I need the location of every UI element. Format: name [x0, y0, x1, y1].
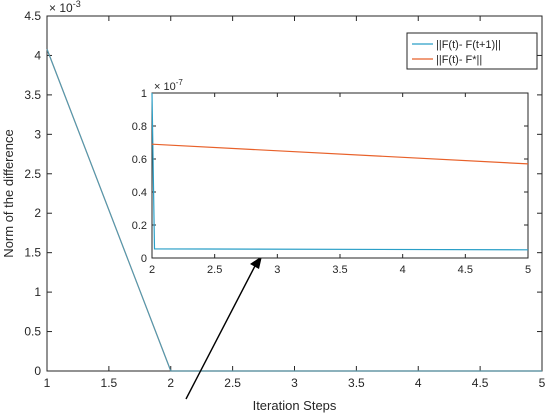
arrow-shaft — [185, 263, 257, 400]
y-tick-label: 2 — [34, 206, 41, 220]
x-tick-label: 5 — [539, 376, 546, 390]
arrow-head — [250, 256, 262, 269]
x-tick-label: 3 — [291, 376, 298, 390]
inset-y-tick-label: 0.8 — [132, 121, 147, 133]
y-tick-label: 0 — [34, 364, 41, 378]
x-tick-label: 3.5 — [348, 376, 365, 390]
y-tick-label: 4.5 — [24, 9, 41, 23]
inset-y-tick-label: 0.6 — [132, 154, 147, 166]
y-tick-label: 3 — [34, 127, 41, 141]
series-line — [46, 48, 542, 372]
inset-series-line — [151, 92, 529, 251]
x-tick-label: 2 — [167, 376, 174, 390]
inset-x-tick-label: 3 — [274, 264, 280, 276]
x-tick-label: 4.5 — [472, 376, 489, 390]
x-tick-label: 4 — [415, 376, 422, 390]
inset-x-tick-label: 5 — [525, 264, 531, 276]
x-axis-title: Iteration Steps — [253, 398, 337, 413]
y-tick-label: 2.5 — [24, 167, 41, 181]
inset-y-tick-label: 0 — [141, 253, 147, 265]
inset-x-tick-label: 2 — [149, 264, 155, 276]
x-tick-label: 1 — [44, 376, 51, 390]
legend-label: ||F(t)- F*|| — [436, 54, 482, 66]
y-exponent: -3 — [73, 0, 81, 9]
y-axis-title: Norm of the difference — [1, 129, 16, 257]
legend-label: ||F(t)- F(t+1)|| — [436, 39, 501, 51]
zoom-arrow — [185, 256, 262, 400]
x-tick-label: 2.5 — [224, 376, 241, 390]
inset-y-exponent: -7 — [176, 78, 184, 87]
y-tick-label: 3.5 — [24, 88, 41, 102]
y-tick-label: 1.5 — [24, 246, 41, 260]
inset-y-tick-label: 1 — [141, 88, 147, 100]
y-tick-label: 4 — [34, 48, 41, 62]
x-tick-label: 1.5 — [101, 376, 118, 390]
legend: ||F(t)- F(t+1)|| ||F(t)- F*|| — [406, 32, 538, 70]
inset-x-tick-label: 4.5 — [458, 264, 473, 276]
y-tick-label: 1 — [34, 285, 41, 299]
inset-x-tick-label: 2.5 — [207, 264, 222, 276]
y-tick-label: 0.5 — [24, 325, 41, 339]
inset-x-tick-label: 3.5 — [332, 264, 347, 276]
inset-plot-area — [151, 92, 529, 259]
inset-x-tick-label: 4 — [400, 264, 406, 276]
inset-y-tick-label: 0.4 — [132, 187, 147, 199]
inset-axes: 2 2.5 3 3.5 4 4.5 500.20.40.60.81× 10-7 — [132, 78, 531, 276]
legend-box — [406, 32, 538, 70]
inset-y-tick-label: 0.2 — [132, 220, 147, 232]
inset-series-line — [151, 143, 529, 165]
